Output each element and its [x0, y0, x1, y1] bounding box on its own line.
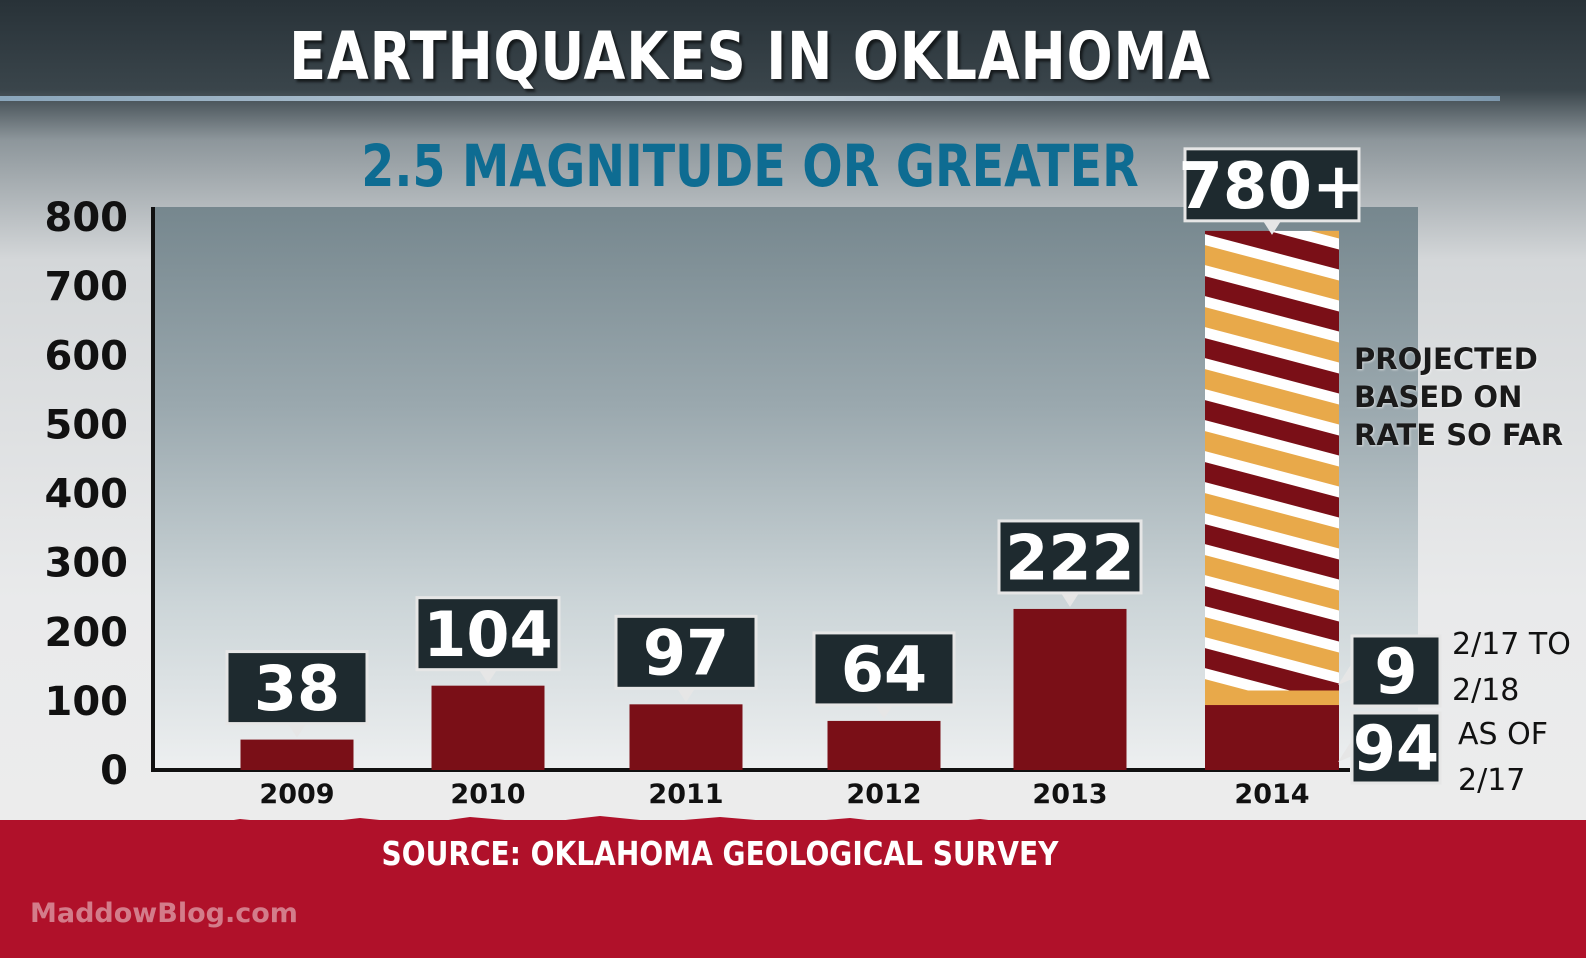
- data-label-pointer: [875, 704, 893, 719]
- stripe: [1205, 245, 1339, 301]
- y-tick-label: 800: [45, 195, 129, 241]
- base-note-line: AS OF: [1458, 717, 1548, 752]
- stripe: [1309, 230, 1339, 239]
- projection-note-line: RATE SO FAR: [1354, 418, 1564, 452]
- stripe: [1205, 617, 1339, 673]
- bar: [1205, 705, 1339, 770]
- chart-subtitle: 2.5 MAGNITUDE OR GREATER: [361, 132, 1139, 200]
- y-tick-label: 400: [45, 472, 129, 518]
- data-label: 104: [415, 596, 561, 684]
- y-tick-label: 100: [45, 679, 129, 725]
- data-label-text: 780+: [1178, 150, 1365, 224]
- data-label: 64: [812, 631, 956, 719]
- data-label-box: [1350, 634, 1442, 708]
- bar-segment-projected: [1205, 230, 1339, 691]
- stripe: [1205, 276, 1339, 332]
- stripe: [1205, 493, 1339, 549]
- bar: [431, 685, 545, 770]
- data-label-text: 94: [1353, 712, 1439, 785]
- stripe: [1205, 338, 1339, 394]
- x-tick-label: 2010: [450, 779, 525, 810]
- projection-note-line: BASED ON: [1354, 380, 1523, 414]
- x-tick-label: 2009: [259, 779, 334, 810]
- bar: [1013, 608, 1127, 770]
- y-tick-label: 0: [100, 748, 128, 794]
- data-label-pointer: [1061, 592, 1079, 607]
- data-label-projected: 780+: [1178, 147, 1366, 235]
- stripe: [1205, 679, 1249, 691]
- data-labels: 38 104 97 64 222 780+ 994: [225, 147, 1442, 785]
- footer-band: [0, 820, 1586, 958]
- stripe: [1205, 400, 1339, 456]
- source-note: SOURCE: OKLAHOMA GEOLOGICAL SURVEY: [381, 834, 1059, 873]
- data-label-base: 94: [1338, 711, 1442, 785]
- title-divider: [0, 96, 1500, 101]
- data-label-pointer: [1338, 663, 1352, 685]
- bar-segment-recent: [1205, 690, 1339, 706]
- stripe: [1205, 586, 1339, 642]
- data-label-pointer: [1338, 740, 1352, 762]
- y-tick-label: 200: [45, 610, 129, 656]
- data-label-recent: 9: [1338, 634, 1442, 708]
- data-label-box: [812, 631, 956, 707]
- stripe: [1205, 524, 1339, 580]
- y-tick-label: 600: [45, 333, 129, 379]
- data-label-box: [1183, 147, 1361, 223]
- stripe: [1205, 648, 1339, 691]
- data-label-text: 104: [423, 598, 552, 671]
- stripe: [1205, 462, 1339, 518]
- recent-period-note: 2/17 TO 2/18: [1452, 622, 1571, 714]
- projection-note-line: PROJECTED: [1354, 342, 1538, 376]
- watermark: MaddowBlog.com: [30, 898, 298, 929]
- x-tick-label: 2011: [648, 779, 723, 810]
- chart-title: EARTHQUAKES IN OKLAHOMA: [289, 18, 1211, 95]
- data-label: 38: [225, 650, 369, 738]
- base-period-note: AS OF 2/17: [1458, 712, 1548, 804]
- projection-note: PROJECTED BASED ON RATE SO FAR: [1354, 340, 1563, 454]
- x-tick-label: 2014: [1234, 779, 1309, 810]
- data-label-pointer: [677, 688, 695, 703]
- bar: [240, 739, 354, 770]
- data-label-text: 222: [1005, 521, 1134, 594]
- data-label: 222: [997, 519, 1143, 607]
- data-label-pointer: [479, 669, 497, 684]
- data-label-box: [225, 650, 369, 726]
- data-label-box: [614, 614, 758, 690]
- recent-note-line: 2/18: [1452, 673, 1520, 708]
- stripe: [1205, 230, 1339, 270]
- stripe: [1205, 369, 1339, 425]
- bar: [827, 720, 941, 770]
- data-label-text: 9: [1374, 635, 1417, 708]
- data-label-text: 64: [841, 633, 927, 706]
- data-label-text: 38: [254, 652, 340, 725]
- y-tick-label: 700: [45, 264, 129, 310]
- y-tick-label: 500: [45, 402, 129, 448]
- data-label-pointer: [288, 723, 306, 738]
- data-label-box: [997, 519, 1143, 595]
- stripe: [1205, 555, 1339, 611]
- data-label-text: 97: [643, 617, 729, 690]
- bars: [240, 230, 1339, 770]
- x-tick-label: 2012: [846, 779, 921, 810]
- y-tick-label: 300: [45, 541, 129, 587]
- stripe: [1205, 431, 1339, 487]
- data-label-pointer: [1263, 220, 1281, 235]
- x-tick-label: 2013: [1032, 779, 1107, 810]
- data-label: 97: [614, 614, 758, 703]
- stripe: [1205, 307, 1339, 363]
- recent-note-line: 2/17 TO: [1452, 627, 1571, 662]
- axes: 0 100 200 300 400 500 600 700 800 2009 2010 2011 201…: [45, 195, 1350, 810]
- base-note-line: 2/17: [1458, 763, 1526, 798]
- bar: [629, 704, 743, 770]
